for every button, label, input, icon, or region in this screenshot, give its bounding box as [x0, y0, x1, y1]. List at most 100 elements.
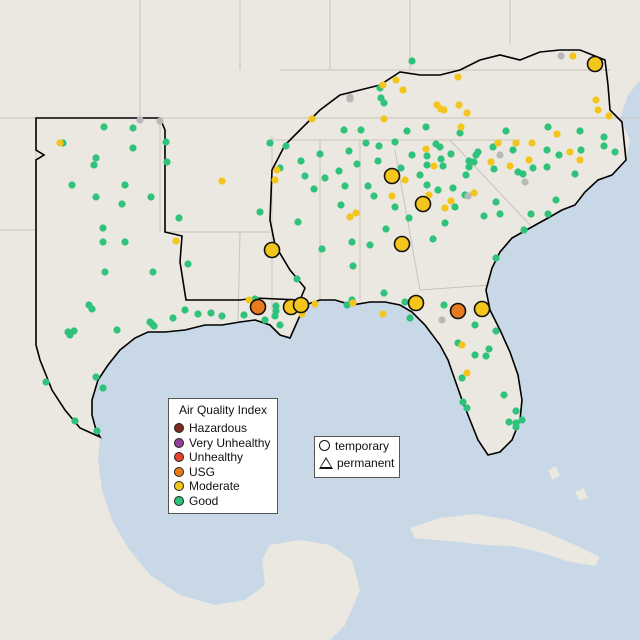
monitor-dot[interactable] — [487, 158, 495, 166]
monitor-dot[interactable] — [118, 200, 126, 208]
monitor-dot[interactable] — [492, 327, 500, 335]
monitor-dot[interactable] — [345, 147, 353, 155]
monitor-dot[interactable] — [113, 326, 121, 334]
monitor-dot[interactable] — [392, 76, 400, 84]
temporary-monitor-marker[interactable] — [586, 55, 604, 73]
temporary-monitor-marker[interactable] — [292, 296, 310, 314]
monitor-dot[interactable] — [527, 210, 535, 218]
monitor-dot[interactable] — [149, 268, 157, 276]
monitor-dot[interactable] — [543, 146, 551, 154]
monitor-dot[interactable] — [512, 407, 520, 415]
monitor-dot[interactable] — [482, 352, 490, 360]
monitor-dot[interactable] — [502, 127, 510, 135]
monitor-dot[interactable] — [463, 369, 471, 377]
monitor-dot[interactable] — [42, 378, 50, 386]
monitor-dot[interactable] — [430, 162, 438, 170]
monitor-dot[interactable] — [379, 81, 387, 89]
monitor-dot[interactable] — [352, 209, 360, 217]
monitor-dot[interactable] — [592, 96, 600, 104]
monitor-dot[interactable] — [162, 138, 170, 146]
monitor-dot[interactable] — [318, 245, 326, 253]
monitor-dot[interactable] — [458, 341, 466, 349]
monitor-dot[interactable] — [472, 151, 480, 159]
monitor-dot[interactable] — [282, 142, 290, 150]
monitor-dot[interactable] — [71, 417, 79, 425]
monitor-dot[interactable] — [437, 105, 445, 113]
monitor-dot[interactable] — [423, 152, 431, 160]
monitor-dot[interactable] — [416, 171, 424, 179]
monitor-dot[interactable] — [194, 310, 202, 318]
monitor-dot[interactable] — [429, 235, 437, 243]
monitor-dot[interactable] — [544, 210, 552, 218]
monitor-dot[interactable] — [156, 117, 164, 125]
monitor-dot[interactable] — [440, 301, 448, 309]
monitor-dot[interactable] — [181, 306, 189, 314]
monitor-dot[interactable] — [528, 139, 536, 147]
monitor-dot[interactable] — [68, 181, 76, 189]
monitor-dot[interactable] — [380, 289, 388, 297]
monitor-dot[interactable] — [349, 262, 357, 270]
temporary-monitor-marker[interactable] — [393, 235, 411, 253]
monitor-dot[interactable] — [543, 163, 551, 171]
monitor-dot[interactable] — [362, 139, 370, 147]
monitor-dot[interactable] — [271, 176, 279, 184]
monitor-dot[interactable] — [146, 318, 154, 326]
monitor-dot[interactable] — [462, 171, 470, 179]
monitor-dot[interactable] — [399, 86, 407, 94]
monitor-dot[interactable] — [408, 151, 416, 159]
monitor-dot[interactable] — [364, 182, 372, 190]
monitor-dot[interactable] — [569, 52, 577, 60]
monitor-dot[interactable] — [520, 226, 528, 234]
monitor-dot[interactable] — [245, 296, 253, 304]
monitor-dot[interactable] — [459, 398, 467, 406]
temporary-monitor-marker[interactable] — [407, 294, 425, 312]
monitor-dot[interactable] — [471, 351, 479, 359]
monitor-dot[interactable] — [521, 178, 529, 186]
monitor-dot[interactable] — [90, 161, 98, 169]
monitor-dot[interactable] — [557, 52, 565, 60]
temporary-monitor-marker[interactable] — [263, 241, 281, 259]
monitor-dot[interactable] — [380, 115, 388, 123]
monitor-dot[interactable] — [88, 305, 96, 313]
monitor-dot[interactable] — [470, 189, 478, 197]
monitor-dot[interactable] — [256, 208, 264, 216]
monitor-dot[interactable] — [379, 310, 387, 318]
monitor-dot[interactable] — [293, 275, 301, 283]
monitor-dot[interactable] — [553, 130, 561, 138]
monitor-dot[interactable] — [92, 154, 100, 162]
monitor-dot[interactable] — [391, 203, 399, 211]
monitor-dot[interactable] — [343, 301, 351, 309]
monitor-dot[interactable] — [129, 144, 137, 152]
monitor-dot[interactable] — [261, 316, 269, 324]
monitor-dot[interactable] — [576, 156, 584, 164]
monitor-dot[interactable] — [441, 219, 449, 227]
monitor-dot[interactable] — [406, 314, 414, 322]
monitor-dot[interactable] — [99, 224, 107, 232]
monitor-dot[interactable] — [464, 192, 472, 200]
monitor-dot[interactable] — [423, 161, 431, 169]
monitor-dot[interactable] — [301, 172, 309, 180]
monitor-dot[interactable] — [456, 129, 464, 137]
monitor-dot[interactable] — [434, 186, 442, 194]
monitor-dot[interactable] — [451, 203, 459, 211]
monitor-dot[interactable] — [172, 237, 180, 245]
monitor-dot[interactable] — [514, 168, 522, 176]
monitor-dot[interactable] — [218, 177, 226, 185]
monitor-dot[interactable] — [276, 321, 284, 329]
monitor-dot[interactable] — [184, 260, 192, 268]
monitor-dot[interactable] — [490, 165, 498, 173]
monitor-dot[interactable] — [240, 311, 248, 319]
monitor-dot[interactable] — [99, 384, 107, 392]
monitor-dot[interactable] — [294, 218, 302, 226]
monitor-dot[interactable] — [425, 191, 433, 199]
monitor-dot[interactable] — [529, 164, 537, 172]
monitor-dot[interactable] — [56, 139, 64, 147]
monitor-dot[interactable] — [297, 157, 305, 165]
monitor-dot[interactable] — [93, 427, 101, 435]
monitor-dot[interactable] — [346, 95, 354, 103]
monitor-dot[interactable] — [121, 181, 129, 189]
monitor-dot[interactable] — [455, 101, 463, 109]
monitor-dot[interactable] — [321, 174, 329, 182]
monitor-dot[interactable] — [463, 109, 471, 117]
monitor-dot[interactable] — [316, 150, 324, 158]
